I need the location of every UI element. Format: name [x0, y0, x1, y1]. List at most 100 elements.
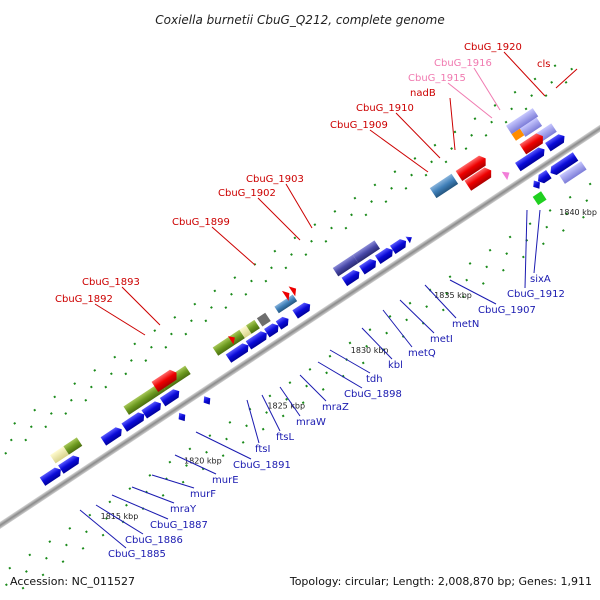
gene-forward-blue[interactable] [292, 300, 313, 319]
gene-forward-pink[interactable] [501, 168, 513, 181]
tick-mark [441, 308, 445, 312]
gene-forward-blue[interactable] [275, 315, 292, 330]
gene-label[interactable]: CbuG_1898 [344, 389, 402, 400]
gene-reverse-blue[interactable] [535, 169, 552, 186]
gene-forward-blue[interactable] [359, 257, 379, 275]
gene-red[interactable] [464, 165, 495, 191]
tick-mark [405, 318, 409, 322]
gene-forward-blue[interactable] [225, 341, 252, 363]
tick-mark [161, 494, 165, 497]
gene-forward-blue[interactable] [39, 465, 64, 486]
gene-forward-blue[interactable] [58, 453, 82, 474]
gene-label[interactable]: CbuG_1915 [408, 73, 466, 84]
gene-gray[interactable] [256, 312, 271, 327]
gene-label[interactable]: tdh [366, 374, 383, 385]
gene-label[interactable]: nadB [410, 88, 436, 99]
gene-olive[interactable] [212, 329, 245, 356]
gene-reverse-blue[interactable] [176, 411, 188, 424]
gene-red-small[interactable] [227, 333, 238, 345]
gene-label[interactable]: sixA [530, 274, 551, 285]
gene-purple[interactable] [352, 240, 380, 264]
gene-olive[interactable] [246, 319, 260, 334]
gene-label[interactable]: CbuG_1912 [507, 289, 565, 300]
tick-mark [413, 157, 417, 160]
tick-mark [433, 143, 437, 147]
gene-forward-blue[interactable] [159, 387, 182, 407]
gene-label[interactable]: CbuG_1887 [150, 520, 208, 531]
gene-reverse-blue[interactable] [201, 394, 213, 407]
gene-forward-blue[interactable] [405, 234, 415, 244]
gene-label[interactable]: ftsI [255, 444, 270, 455]
gene-label[interactable]: CbuG_1910 [356, 103, 414, 114]
gene-label[interactable]: CbuG_1916 [434, 58, 492, 69]
tick-mark [465, 278, 469, 282]
gene-purple[interactable] [332, 254, 359, 277]
gene-red[interactable] [455, 153, 489, 182]
gene-red-small[interactable] [281, 288, 293, 301]
gene-label[interactable]: kbl [388, 360, 403, 371]
gene-label[interactable]: mraY [170, 504, 197, 515]
tick-mark [245, 424, 248, 428]
gene-label[interactable]: CbuG_1892 [55, 294, 113, 305]
label-leader-line [395, 112, 441, 159]
gene-label[interactable]: CbuG_1903 [246, 174, 304, 185]
tick-mark [330, 226, 333, 230]
tick-mark [450, 147, 453, 150]
gene-label[interactable]: CbuG_1885 [108, 549, 166, 560]
gene-lavender[interactable] [506, 108, 539, 135]
map-title: Coxiella burnetii CbuG_Q212, complete ge… [155, 13, 444, 27]
gene-forward-blue[interactable] [341, 268, 363, 287]
gene-yellow[interactable] [50, 446, 69, 464]
gene-red-small[interactable] [288, 284, 300, 297]
gene-label[interactable]: metN [452, 319, 479, 330]
gene-label[interactable]: murE [212, 475, 239, 486]
tick-mark [268, 394, 272, 398]
gene-label[interactable]: CbuG_1886 [125, 535, 183, 546]
gene-steel[interactable] [429, 173, 459, 199]
gene-lavender[interactable] [519, 117, 543, 137]
gene-reverse-blue[interactable] [548, 152, 579, 177]
gene-label[interactable]: cls [537, 59, 551, 70]
gene-label[interactable]: mraZ [322, 402, 349, 413]
gene-forward-blue[interactable] [545, 132, 567, 152]
gene-reverse-lavender[interactable] [559, 161, 587, 184]
gene-label[interactable]: CbuG_1909 [330, 120, 388, 131]
gene-label[interactable]: metQ [408, 348, 436, 359]
gene-forward-blue[interactable] [264, 321, 281, 338]
gene-yellow[interactable] [239, 325, 252, 339]
tick-mark [321, 388, 325, 391]
gene-label[interactable]: ftsL [276, 432, 294, 443]
gene-red[interactable] [519, 131, 547, 155]
gene-forward-blue[interactable] [526, 145, 548, 164]
gene-steel[interactable] [274, 294, 298, 314]
gene-label[interactable]: CbuG_1920 [464, 42, 522, 53]
gene-olive[interactable] [123, 382, 166, 415]
gene-forward-blue[interactable] [389, 237, 409, 255]
gene-label[interactable]: CbuG_1902 [218, 188, 276, 199]
gene-reverse-green[interactable] [532, 191, 547, 206]
gene-label[interactable]: metI [430, 334, 453, 345]
tick-mark [504, 120, 508, 124]
gene-label[interactable]: CbuG_1899 [172, 217, 230, 228]
gene-forward-blue[interactable] [374, 246, 396, 264]
tick-mark [404, 186, 408, 190]
gene-forward-blue[interactable] [100, 425, 125, 446]
gene-label[interactable]: mraW [296, 417, 326, 428]
gene-orange[interactable] [511, 128, 525, 141]
gene-olive[interactable] [63, 437, 83, 455]
gene-forward-blue[interactable] [515, 153, 536, 172]
gene-forward-blue[interactable] [121, 410, 147, 432]
gene-label[interactable]: CbuG_1907 [478, 305, 536, 316]
gene-label[interactable]: murF [190, 489, 216, 500]
tick-mark [468, 262, 472, 265]
gene-label[interactable]: CbuG_1891 [233, 460, 291, 471]
label-leader-line [195, 431, 252, 460]
kbp-label: 1820 kbp [184, 457, 222, 466]
gene-forward-blue[interactable] [141, 399, 163, 419]
gene-forward-blue[interactable] [245, 329, 270, 350]
gene-reverse-blue[interactable] [531, 178, 543, 191]
tick-mark [53, 395, 57, 399]
gene-red[interactable] [151, 368, 180, 392]
gene-label[interactable]: CbuG_1893 [82, 277, 140, 288]
tick-mark [444, 160, 448, 164]
